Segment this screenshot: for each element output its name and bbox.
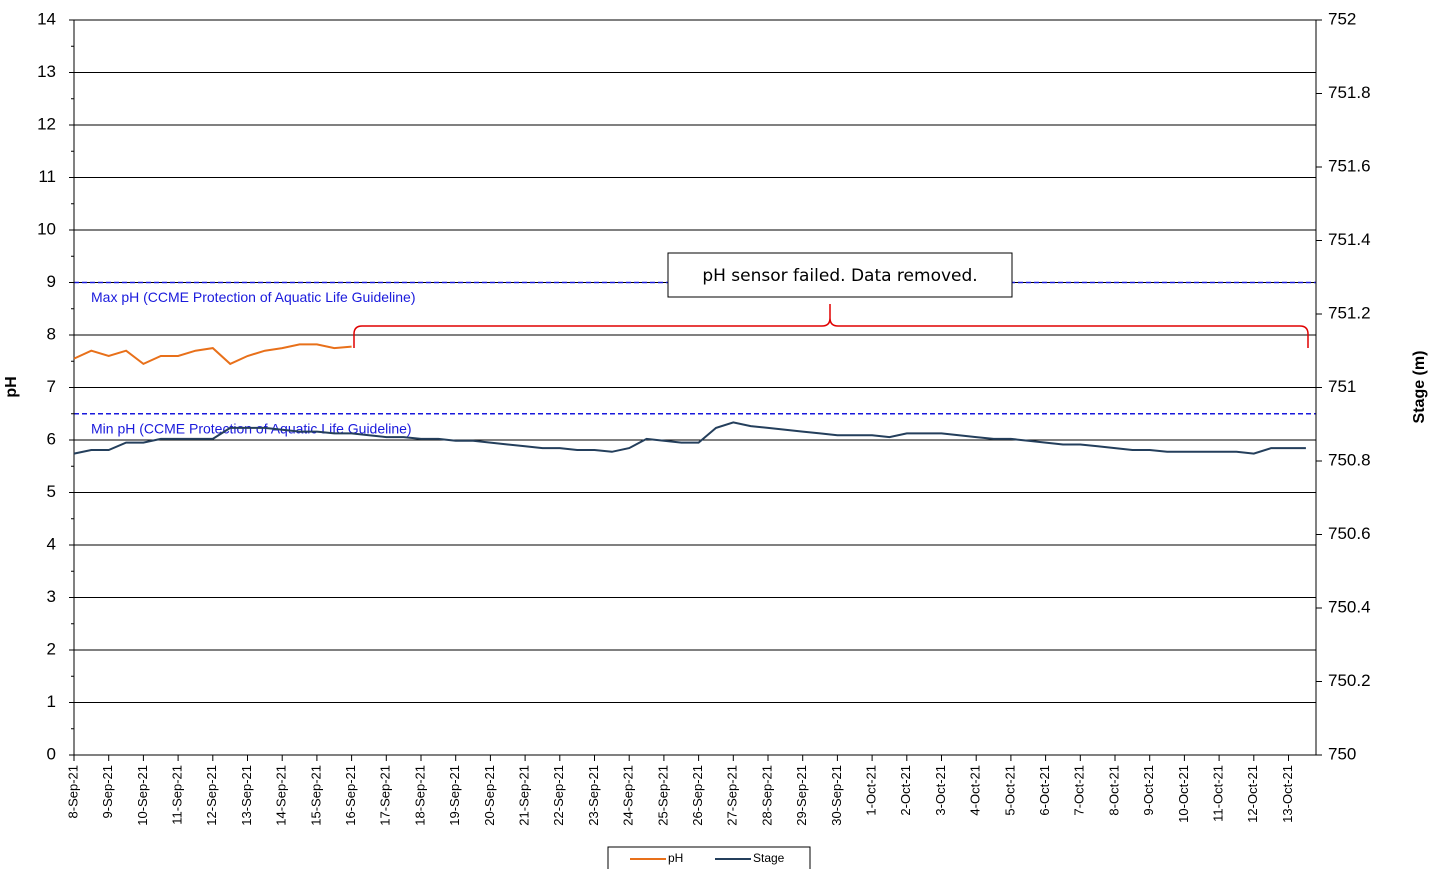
y-tick-label: 13 bbox=[37, 62, 56, 81]
y2-tick-label: 751.8 bbox=[1328, 83, 1371, 102]
y-tick-label: 10 bbox=[37, 219, 56, 238]
y-tick-label: 4 bbox=[47, 534, 56, 553]
x-tick-label: 4-Oct-21 bbox=[968, 765, 983, 816]
y-tick-label: 12 bbox=[37, 114, 56, 133]
x-tick-label: 20-Sep-21 bbox=[482, 765, 497, 826]
x-tick-label: 13-Oct-21 bbox=[1280, 765, 1295, 823]
y-tick-label: 11 bbox=[38, 167, 56, 186]
y-tick-label: 0 bbox=[47, 744, 56, 763]
x-tick-label: 1-Oct-21 bbox=[864, 765, 879, 816]
x-tick-label: 29-Sep-21 bbox=[794, 765, 809, 826]
x-tick-label: 9-Oct-21 bbox=[1141, 765, 1156, 816]
x-tick-label: 18-Sep-21 bbox=[412, 765, 427, 826]
x-tick-label: 28-Sep-21 bbox=[759, 765, 774, 826]
x-tick-label: 21-Sep-21 bbox=[517, 765, 532, 826]
x-tick-label: 8-Sep-21 bbox=[65, 765, 80, 818]
x-tick-label: 2-Oct-21 bbox=[898, 765, 913, 816]
x-tick-label: 11-Sep-21 bbox=[170, 765, 185, 825]
x-tick-label: 9-Sep-21 bbox=[100, 765, 115, 818]
callout-text: pH sensor failed. Data removed. bbox=[702, 266, 977, 286]
legend-label: pH bbox=[668, 851, 683, 865]
x-tick-label: 3-Oct-21 bbox=[933, 765, 948, 816]
y2-tick-label: 750.8 bbox=[1328, 450, 1371, 469]
y-tick-label: 9 bbox=[47, 272, 56, 291]
x-tick-label: 26-Sep-21 bbox=[690, 765, 705, 826]
callout-box bbox=[667, 252, 1013, 298]
legend-box bbox=[607, 846, 811, 869]
x-tick-label: 5-Oct-21 bbox=[1002, 765, 1017, 816]
x-tick-label: 30-Sep-21 bbox=[829, 765, 844, 826]
x-tick-label: 12-Sep-21 bbox=[204, 765, 219, 826]
x-tick-label: 22-Sep-21 bbox=[551, 765, 566, 826]
x-tick-label: 12-Oct-21 bbox=[1245, 765, 1260, 823]
y-tick-label: 14 bbox=[37, 9, 56, 28]
x-tick-label: 13-Sep-21 bbox=[239, 765, 254, 826]
y-tick-label: 3 bbox=[47, 587, 56, 606]
x-tick-label: 6-Oct-21 bbox=[1037, 765, 1052, 816]
y2-tick-label: 750.6 bbox=[1328, 524, 1371, 543]
legend-label: Stage bbox=[753, 851, 785, 865]
y2-tick-label: 751.2 bbox=[1328, 303, 1371, 322]
y-tick-label: 5 bbox=[47, 482, 56, 501]
y2-tick-label: 750 bbox=[1328, 744, 1356, 763]
x-tick-label: 24-Sep-21 bbox=[621, 765, 636, 826]
y2-tick-label: 750.2 bbox=[1328, 671, 1371, 690]
x-tick-label: 7-Oct-21 bbox=[1072, 765, 1087, 816]
x-tick-label: 19-Sep-21 bbox=[447, 765, 462, 826]
x-tick-label: 25-Sep-21 bbox=[655, 765, 670, 826]
x-tick-label: 11-Oct-21 bbox=[1211, 765, 1226, 822]
y-tick-label: 1 bbox=[47, 692, 56, 711]
x-tick-label: 8-Oct-21 bbox=[1106, 765, 1121, 816]
x-tick-label: 10-Sep-21 bbox=[135, 765, 150, 826]
y2-tick-label: 751 bbox=[1328, 377, 1356, 396]
y2-tick-label: 751.4 bbox=[1328, 230, 1371, 249]
y2-tick-label: 751.6 bbox=[1328, 156, 1371, 175]
x-tick-label: 23-Sep-21 bbox=[586, 765, 601, 826]
y-tick-label: 7 bbox=[47, 377, 56, 396]
y2-tick-label: 750.4 bbox=[1328, 597, 1371, 616]
y2-axis-label: Stage (m) bbox=[1411, 351, 1428, 424]
x-tick-label: 16-Sep-21 bbox=[343, 765, 358, 826]
series-line bbox=[73, 343, 352, 366]
x-tick-label: 15-Sep-21 bbox=[308, 765, 323, 826]
y-tick-label: 8 bbox=[47, 324, 56, 343]
x-tick-label: 17-Sep-21 bbox=[378, 765, 393, 826]
series-line bbox=[73, 421, 1306, 455]
y2-tick-label: 752 bbox=[1328, 9, 1356, 28]
gap-brace bbox=[353, 304, 1309, 348]
y-tick-label: 6 bbox=[47, 429, 56, 448]
x-tick-label: 10-Oct-21 bbox=[1176, 765, 1191, 823]
y-tick-label: 2 bbox=[47, 639, 56, 658]
y-axis-label: pH bbox=[3, 376, 20, 397]
x-tick-label: 14-Sep-21 bbox=[274, 765, 289, 826]
x-tick-label: 27-Sep-21 bbox=[725, 765, 740, 826]
reference-label: Max pH (CCME Protection of Aquatic Life … bbox=[91, 289, 415, 305]
